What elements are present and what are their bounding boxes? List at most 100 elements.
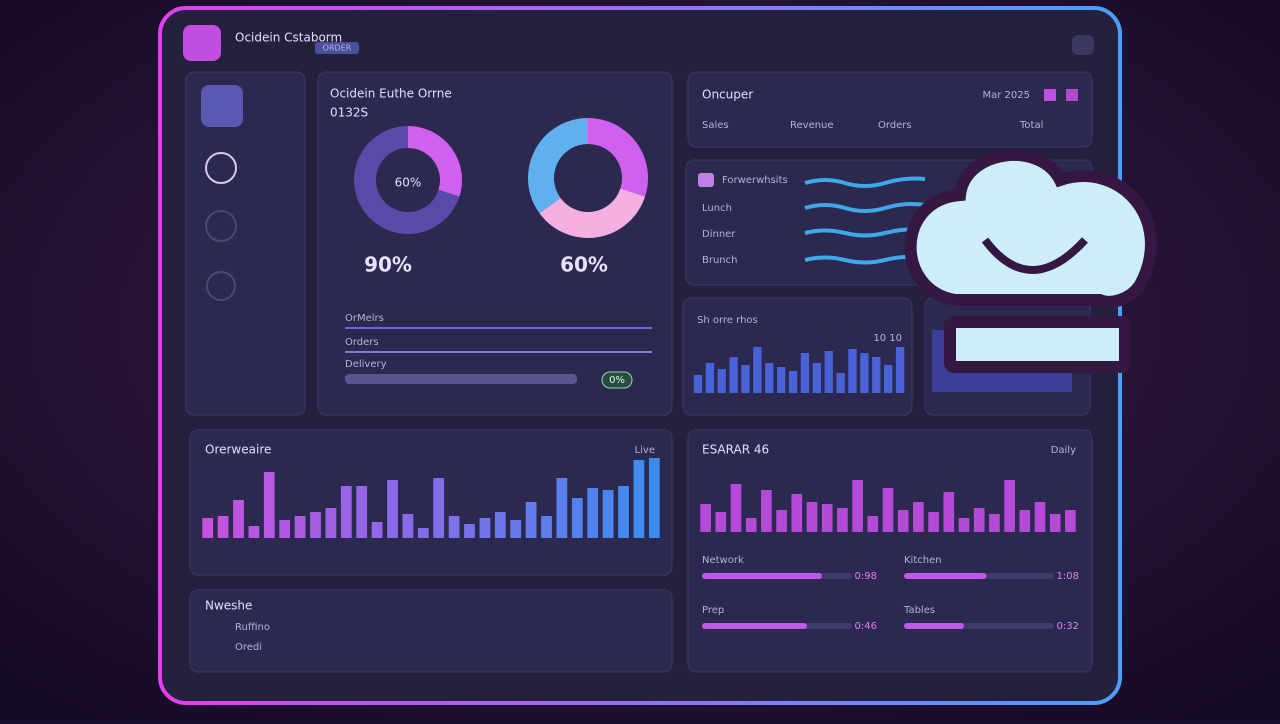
bar xyxy=(525,502,537,538)
meter-value: 1:08 xyxy=(1057,571,1079,582)
progress-bar xyxy=(345,374,577,384)
bar xyxy=(448,516,460,538)
bar xyxy=(387,480,398,538)
icon[interactable] xyxy=(1044,89,1056,101)
panel-tag: Live xyxy=(635,445,655,456)
bar xyxy=(848,349,857,393)
panel-tag: Daily xyxy=(1051,445,1076,456)
bar xyxy=(729,357,738,393)
bar xyxy=(556,478,568,538)
bar xyxy=(882,488,894,532)
bar xyxy=(294,516,306,538)
panel-subtitle: 0132S xyxy=(330,106,368,120)
bar xyxy=(648,458,660,538)
bar xyxy=(821,504,833,532)
bar xyxy=(433,478,445,538)
bar xyxy=(777,367,786,393)
bar xyxy=(753,347,762,393)
bar xyxy=(973,508,985,532)
bar xyxy=(824,351,833,393)
nav-icon[interactable] xyxy=(205,210,237,242)
bar xyxy=(417,528,429,538)
bar xyxy=(340,486,352,538)
progress-row: Orders xyxy=(345,337,379,348)
meter-fill xyxy=(904,573,987,579)
bar xyxy=(571,498,583,538)
panel-title: Ocidein Euthe Orrne xyxy=(330,87,452,101)
bar xyxy=(233,500,244,538)
bar xyxy=(860,353,869,393)
status-pill xyxy=(601,371,633,389)
badge-text: ORDER xyxy=(323,44,352,53)
meter-fill xyxy=(702,573,822,579)
bar xyxy=(715,512,727,532)
trend-row: Lunch xyxy=(702,203,732,214)
bar xyxy=(717,369,726,393)
donut-segment xyxy=(587,118,648,197)
donut-segment xyxy=(354,126,460,234)
bar xyxy=(705,363,714,393)
bar xyxy=(402,514,414,538)
donut-panel xyxy=(317,71,673,416)
panel-tag: 10 10 xyxy=(873,333,902,344)
order-row: Oredi xyxy=(235,642,262,653)
panel-title: ESARAR 46 xyxy=(702,443,769,457)
panel-tag: Mar 2025 xyxy=(983,90,1031,101)
order-row: Ruffino xyxy=(235,622,270,633)
bar xyxy=(618,486,629,538)
bar xyxy=(700,504,711,532)
bar xyxy=(494,512,506,538)
bar xyxy=(248,526,260,538)
meter-label: Kitchen xyxy=(904,555,942,566)
bar xyxy=(730,484,742,532)
bar xyxy=(913,502,924,532)
hat-top xyxy=(904,149,1157,308)
stats-panel xyxy=(687,429,1093,673)
summary-cell: Revenue xyxy=(790,120,834,131)
bar xyxy=(884,365,893,393)
bar xyxy=(1004,480,1015,532)
bar xyxy=(602,490,614,538)
bar xyxy=(263,472,275,538)
meter-label: Tables xyxy=(903,605,935,616)
bar xyxy=(310,512,321,538)
bar xyxy=(791,494,803,532)
bar xyxy=(745,518,757,532)
meter-value: 0:32 xyxy=(1057,621,1079,632)
nav-active[interactable] xyxy=(201,85,243,127)
meter-value: 0:98 xyxy=(855,571,877,582)
progress-title: OrMelrs xyxy=(345,313,384,324)
bar xyxy=(928,512,939,532)
panel-title: Nweshe xyxy=(205,599,252,613)
bar xyxy=(1019,510,1031,532)
summary-cell: Orders xyxy=(878,120,912,131)
meter-label: Network xyxy=(702,555,744,566)
icon[interactable] xyxy=(1066,89,1078,101)
bar xyxy=(371,522,383,538)
bar xyxy=(1034,502,1046,532)
summary-cell: Sales xyxy=(702,120,729,131)
hat-band xyxy=(944,316,1131,373)
meter-fill xyxy=(702,623,807,629)
bar xyxy=(897,510,909,532)
bar xyxy=(1065,510,1076,532)
bar xyxy=(943,492,955,532)
nav-icon[interactable] xyxy=(206,271,236,301)
bar xyxy=(541,516,552,538)
bar xyxy=(693,375,703,393)
bar xyxy=(872,357,881,393)
bar xyxy=(837,508,848,532)
bar xyxy=(812,363,821,393)
bar xyxy=(852,480,863,532)
donut-center: 60% xyxy=(395,176,422,190)
bar xyxy=(325,508,337,538)
menu-button[interactable] xyxy=(1072,35,1094,55)
trend-lines xyxy=(804,176,926,265)
bar xyxy=(761,490,772,532)
bar xyxy=(510,520,522,538)
trend-row: Brunch xyxy=(702,255,737,266)
nav-icon[interactable] xyxy=(205,152,237,184)
meter-fill xyxy=(904,623,964,629)
bar xyxy=(741,365,750,393)
bar xyxy=(836,373,845,393)
